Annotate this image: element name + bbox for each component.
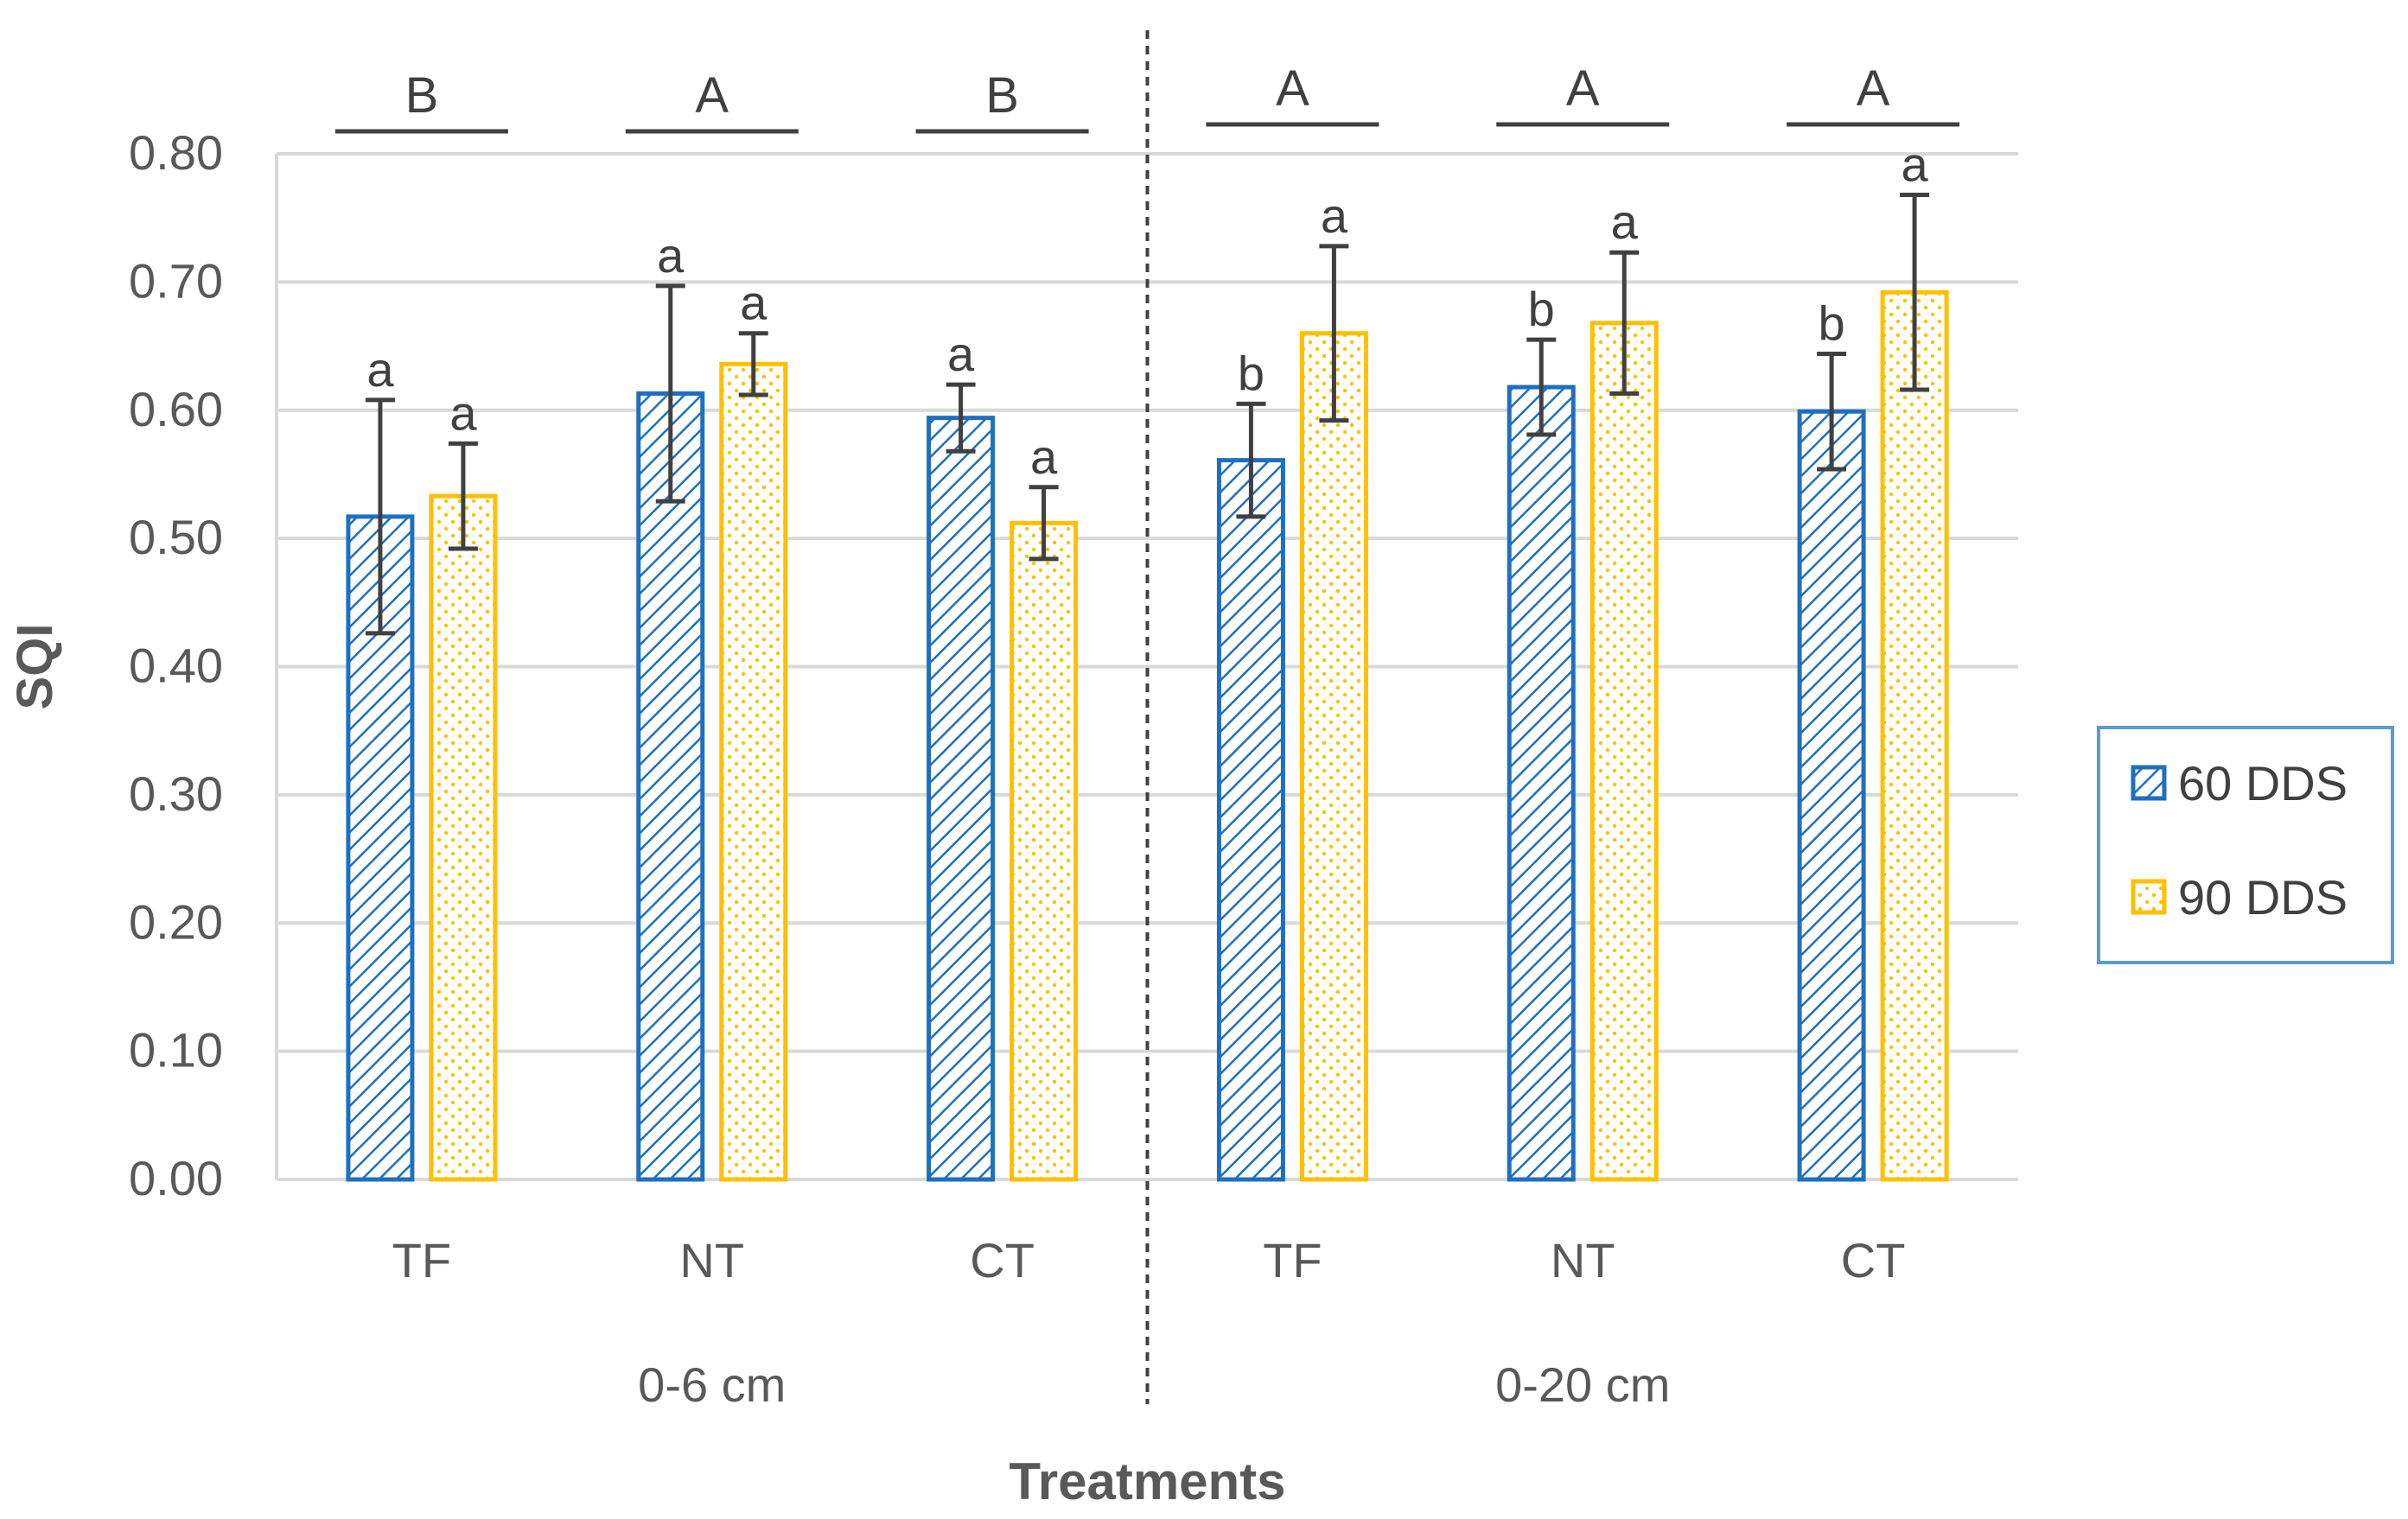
legend-swatch-1: [2131, 765, 2167, 801]
significance-letter: a: [1321, 188, 1348, 243]
y-tick-label: 0.40: [129, 639, 223, 693]
y-axis: 0.00 0.10 0.20 0.30 0.40 0.50 0.60 0.70 0.80 SQI: [7, 125, 278, 1205]
y-tick-label: 0.80: [129, 125, 223, 180]
significance-letter: a: [1902, 137, 1929, 191]
legend-label-2: 90 DDS: [2178, 870, 2347, 925]
significance-letter: b: [1819, 296, 1845, 350]
x-group-label: 0-6 cm: [638, 1357, 786, 1412]
significance-letter: b: [1238, 346, 1265, 400]
significance-letter: a: [449, 385, 477, 440]
bar-90-dds: [1880, 289, 1949, 1182]
error-bars: [365, 192, 1930, 636]
treatment-letter: A: [1857, 60, 1890, 117]
bar-60-dds: [927, 416, 996, 1182]
bar-60-dds: [1797, 409, 1866, 1182]
treatment-letter: B: [985, 67, 1019, 124]
x-category-label: NT: [1551, 1233, 1615, 1287]
bar-90-dds: [1010, 520, 1079, 1182]
treatment-letter: A: [695, 67, 729, 124]
y-tick-label: 0.20: [129, 894, 223, 949]
bar-90-dds: [429, 493, 498, 1182]
significance-letter: a: [1030, 429, 1058, 484]
bar-60-dds: [636, 391, 705, 1182]
legend-label-1: 60 DDS: [2178, 756, 2347, 810]
y-tick-label: 0.30: [129, 766, 223, 821]
y-tick-label: 0.50: [129, 510, 223, 564]
bar-90-dds: [1589, 321, 1659, 1182]
y-tick-label: 0.60: [129, 382, 223, 436]
x-category-label: TF: [392, 1233, 451, 1287]
x-group-label: 0-20 cm: [1495, 1357, 1670, 1412]
x-axis-title: Treatments: [1009, 1452, 1285, 1510]
bar-60-dds: [1216, 458, 1285, 1182]
x-axis: TF NT CT TF NT CT 0-6 cm 0-20 cm Treatments: [392, 30, 1906, 1510]
y-tick-label: 0.70: [129, 253, 223, 308]
y-tick-label: 0.10: [129, 1023, 223, 1077]
significance-letter: a: [1611, 194, 1639, 249]
treatment-letter: B: [405, 67, 439, 124]
bar-90-dds: [719, 361, 788, 1182]
significance-letter: a: [657, 228, 685, 283]
treatment-letter: A: [1566, 60, 1600, 117]
x-category-label: NT: [679, 1233, 744, 1287]
bar-90-dds: [1299, 331, 1368, 1182]
significance-letter: b: [1528, 282, 1555, 336]
y-tick-label: 0.00: [129, 1151, 223, 1205]
y-axis-title: SQI: [7, 624, 63, 710]
x-category-label: TF: [1263, 1233, 1322, 1287]
significance-letter: a: [740, 276, 768, 330]
legend[interactable]: 60 DDS 90 DDS: [2097, 726, 2394, 964]
bar-60-dds: [1507, 385, 1576, 1182]
significance-letter: a: [947, 327, 975, 381]
treatment-letter: A: [1276, 60, 1309, 117]
legend-swatch-2: [2131, 879, 2167, 915]
x-category-label: CT: [1841, 1233, 1906, 1287]
significance-letter: a: [366, 342, 394, 397]
x-category-label: CT: [970, 1233, 1035, 1287]
gridlines: [277, 152, 2018, 1181]
